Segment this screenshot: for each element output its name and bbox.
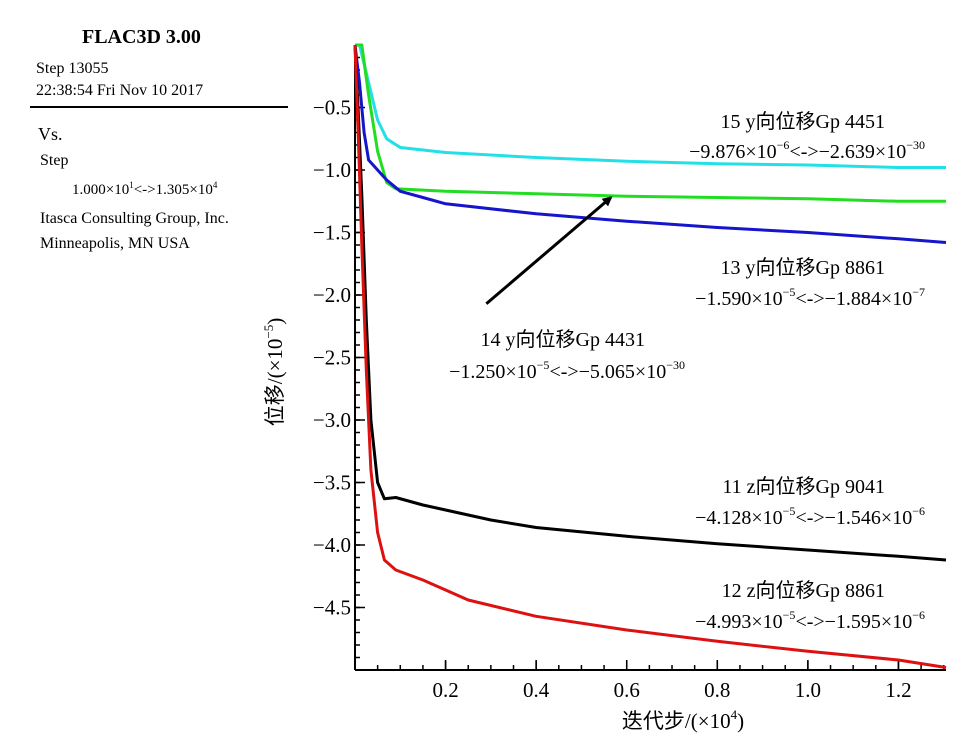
y-tick-label: −2.0 (313, 283, 351, 307)
y-tick-label: −2.5 (313, 346, 351, 370)
range-b-exp: 4 (212, 180, 218, 190)
y-tick-label: −4.0 (313, 533, 351, 557)
series-line-13 (353, 44, 947, 244)
timestamp: 22:38:54 Fri Nov 10 2017 (36, 82, 204, 99)
software-title: FLAC3D 3.00 (82, 26, 201, 48)
y-tick-label: −1.0 (313, 158, 351, 182)
range-sep: <-> (133, 182, 156, 198)
series-line-12 (353, 44, 947, 669)
series-range-12: −4.993×10−5<->−1.595×10−6 (695, 608, 925, 633)
annotations: 15 y向位移Gp 4451 −9.876×10−6<->−2.639×10−30… (449, 110, 925, 633)
x-tick-label: 1.0 (795, 678, 821, 702)
series-label-15: 15 y向位移Gp 4451 (721, 110, 885, 133)
annotation-arrow (485, 196, 613, 305)
step-count: Step 13055 (36, 60, 109, 77)
range-a-exp: 1 (129, 180, 134, 190)
range-b: 1.305×10 (155, 182, 213, 198)
y-tick-label: −3.0 (313, 408, 351, 432)
series-label-12: 12 z向位移Gp 8861 (722, 579, 885, 602)
step-range: 1.000×101<->1.305×104 (72, 180, 217, 199)
series-label-13: 13 y向位移Gp 8861 (721, 256, 885, 279)
series-label-14: 14 y向位移Gp 4431 (481, 328, 645, 351)
series-range-14: −1.250×10−5<->−5.065×10−30 (449, 358, 685, 383)
x-tick-label: 0.8 (704, 678, 730, 702)
y-tick-label: −4.5 (313, 596, 351, 620)
y-tick-label: −3.5 (313, 471, 351, 495)
series-range-13: −1.590×10−5<->−1.884×10−7 (695, 285, 925, 310)
y-tick-label: −1.5 (313, 221, 351, 245)
info-divider (30, 106, 288, 108)
vs-label: Vs. (38, 124, 63, 144)
series-group (353, 43, 947, 669)
y-tick-label: −0.5 (313, 96, 351, 120)
x-axis-title: 迭代步/(×104) (622, 707, 744, 733)
company-location: Minneapolis, MN USA (40, 235, 190, 252)
axes: 0.2 0.4 0.6 0.8 1.0 1.2 −0.5 −1.0 −1.5 −2.0 −2.5 −3… (261, 45, 946, 733)
series-line-11 (353, 44, 947, 562)
series-range-15: −9.876×10−6<->−2.639×10−30 (689, 138, 925, 163)
x-tick-label: 0.6 (614, 678, 640, 702)
series-label-11: 11 z向位移Gp 9041 (722, 475, 885, 498)
company-name: Itasca Consulting Group, Inc. (40, 210, 229, 227)
series-line-15 (355, 43, 946, 169)
vs-variable: Step (40, 152, 69, 169)
y-axis-title: 位移/(×10−5) (261, 318, 287, 427)
range-a: 1.000×10 (72, 182, 130, 198)
series-range-11: −4.128×10−5<->−1.546×10−6 (695, 504, 925, 529)
x-tick-label: 0.2 (432, 678, 458, 702)
x-tick-label: 0.4 (523, 678, 550, 702)
x-tick-label: 1.2 (885, 678, 911, 702)
series-line-14 (355, 43, 946, 203)
